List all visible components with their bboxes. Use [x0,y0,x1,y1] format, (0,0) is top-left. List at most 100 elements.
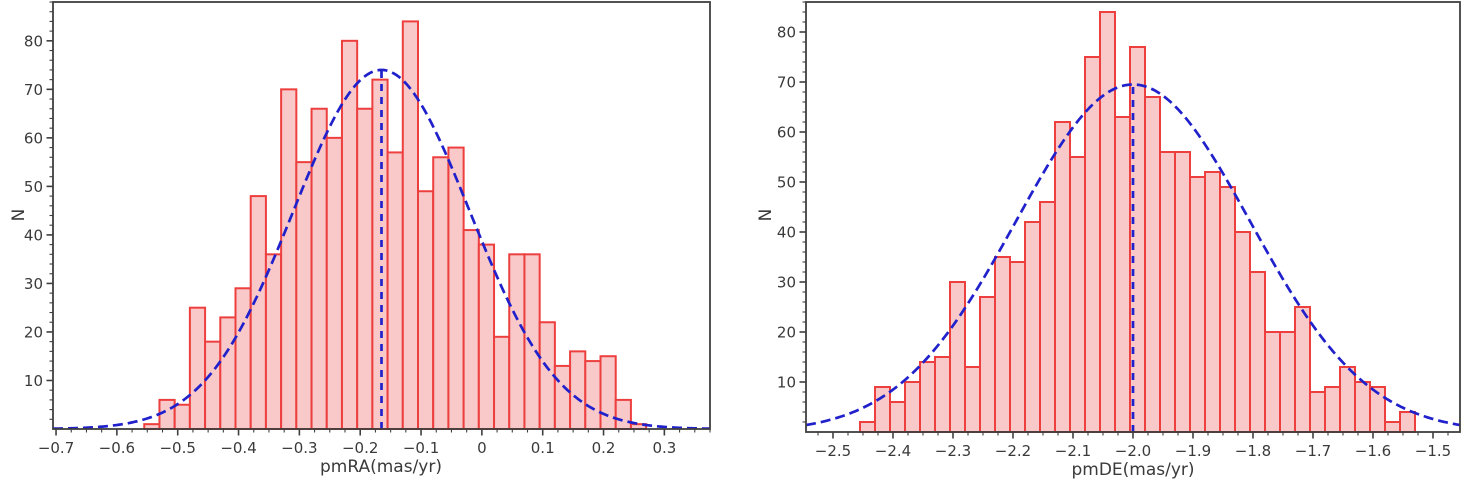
histogram-bar [949,281,966,433]
y-tick-label: 40 [24,226,43,244]
y-tick-label: 10 [777,374,796,392]
x-tick-label: −2.5 [815,442,851,460]
histogram-bar [1249,271,1266,433]
histogram-bar [964,366,981,433]
histogram-bar [1099,11,1116,433]
x-tick-label: −1.9 [1175,442,1211,460]
histogram-bar [371,78,389,430]
x-tick-label: −0.4 [220,439,256,457]
y-tick-label: 10 [24,372,43,390]
histogram-bar [1039,201,1056,433]
histogram-bar [1324,386,1341,433]
y-tick-label: 60 [777,124,796,142]
x-tick-label: 0.3 [652,439,676,457]
histogram-bar [386,151,404,430]
gaussian-fit-curve [806,83,1460,427]
y-tick-label: 20 [777,324,796,342]
histogram-bar [1069,156,1086,433]
histogram-bar [493,335,511,430]
histogram-bar [1054,121,1071,433]
x-tick-label: 0.1 [531,439,555,457]
histogram-bar [1234,231,1251,433]
pmra-y-axis-label: N [9,209,29,222]
x-tick-label: −1.8 [1235,442,1271,460]
histogram-bar [1384,421,1401,433]
histogram-bar [295,161,313,431]
y-tick-label: 70 [24,81,43,99]
histogram-bars [859,11,1416,433]
x-tick-label: −2.2 [995,442,1031,460]
histogram-bar [1399,411,1416,433]
histogram-bar [325,136,343,431]
y-tick-label: 50 [24,178,43,196]
histogram-bar [1084,56,1101,433]
histogram-bar [1294,306,1311,433]
y-tick-label: 40 [777,224,796,242]
histogram-bar [1159,151,1176,433]
pmde-x-axis-label: pmDE(mas/yr) [1071,460,1194,480]
histogram-bar [919,361,936,433]
x-tick-label: −0.2 [342,439,378,457]
plot-frame [52,1,711,430]
pmra-x-axis-label: pmRA(mas/yr) [320,457,442,477]
histogram-bar [417,190,435,430]
x-tick-label: −0.7 [38,439,74,457]
histogram-bar [1174,151,1191,433]
histogram-bar [432,156,450,431]
histogram-bar [219,316,237,430]
axis-ticks: −0.7 −0.6 −0.5 −0.4 −0.3 −0.2 −0.1 0 0.1 0.2 0.3 10… [24,1,711,457]
histogram-bar [1144,96,1161,433]
histogram-bar [173,403,191,430]
histogram-bar [356,107,374,430]
x-tick-label: −1.6 [1355,442,1391,460]
histogram-bars [143,20,648,431]
y-tick-label: 80 [777,24,796,42]
histogram-bar [234,287,252,430]
pmra-histogram: −0.7 −0.6 −0.5 −0.4 −0.3 −0.2 −0.1 0 0.1 0.2 0.3 10… [24,1,711,457]
histogram-bar [249,195,267,430]
histogram-bar [889,401,906,433]
histogram-bar [874,386,891,433]
y-tick-label: 50 [777,174,796,192]
histogram-bar [614,398,632,431]
histogram-bar [1009,261,1026,433]
histogram-bar [934,356,951,433]
histogram-bar [188,306,207,430]
x-tick-label: −2.4 [875,442,911,460]
histogram-bar [1264,331,1281,433]
histogram-bar [477,243,496,430]
histogram-bar [1219,186,1236,433]
y-tick-label: 70 [777,74,796,92]
histogram-bar [310,107,328,430]
x-tick-label: −2.1 [1055,442,1091,460]
x-tick-label: −1.7 [1295,442,1331,460]
x-tick-label: −0.3 [281,439,317,457]
x-tick-label: −0.6 [99,439,135,457]
axis-ticks: −2.5 −2.4 −2.3 −2.2 −2.1 −2.0 −1.9 −1.8 −1.7 −1.6… [777,1,1451,460]
histogram-bar [158,398,176,431]
histogram-bar [1204,171,1221,433]
x-tick-label: −2.3 [935,442,971,460]
pmde-y-axis-label: N [756,209,776,222]
histogram-bar [979,296,996,433]
x-tick-label: −2.0 [1115,442,1151,460]
y-tick-label: 30 [777,274,796,292]
histogram-bar [264,253,283,430]
y-tick-label: 30 [24,275,43,293]
histogram-bar [462,229,480,430]
histogram-bar [204,340,222,430]
histogram-bar [553,364,572,431]
pmde-histogram: −2.5 −2.4 −2.3 −2.2 −2.1 −2.0 −1.9 −1.8 −1.7 −1.6… [777,1,1461,460]
histogram-bar [1279,331,1296,433]
histogram-bar [1024,221,1041,433]
gaussian-fit-curve [53,68,710,429]
y-tick-label: 80 [24,32,43,50]
histogram-bar [994,256,1011,433]
x-tick-label: −0.5 [159,439,195,457]
histogram-bar [1354,381,1371,433]
y-tick-label: 60 [24,129,43,147]
histogram-bar [280,88,298,430]
plot-frame [805,1,1461,433]
